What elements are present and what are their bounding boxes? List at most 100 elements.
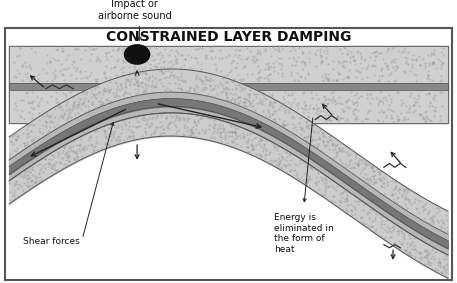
Point (340, 63, 347, 67)
Point (370, 177, 377, 181)
Point (271, 47, 279, 52)
Point (195, 130, 202, 134)
Point (124, 107, 131, 112)
Point (172, 108, 180, 113)
Point (257, 154, 265, 158)
Point (241, 134, 248, 139)
Point (105, 50, 112, 54)
Point (255, 101, 262, 106)
Point (48, 129, 55, 133)
Point (12, 138, 20, 142)
Point (426, 118, 433, 122)
Point (371, 169, 378, 173)
Point (70, 157, 77, 161)
Point (73, 97, 80, 102)
Point (61, 162, 68, 166)
Point (24, 132, 31, 136)
Point (347, 208, 355, 213)
Point (32, 180, 40, 185)
Point (91, 150, 98, 155)
Point (242, 98, 249, 102)
Point (63, 107, 70, 112)
Point (179, 68, 186, 73)
Point (43, 61, 51, 65)
Point (385, 47, 392, 52)
Point (405, 107, 412, 112)
Point (429, 62, 436, 67)
Point (100, 101, 107, 105)
Point (383, 218, 391, 222)
Point (145, 78, 152, 83)
Point (98, 146, 105, 151)
Point (70, 99, 78, 104)
Point (271, 98, 278, 103)
Point (336, 158, 343, 162)
Point (332, 188, 340, 192)
Point (271, 117, 278, 121)
Point (204, 78, 211, 83)
Point (51, 73, 58, 78)
Point (262, 112, 270, 117)
Point (132, 125, 139, 130)
Point (399, 118, 406, 122)
Point (67, 106, 74, 110)
Point (244, 138, 252, 143)
Point (226, 111, 234, 115)
Point (35, 179, 43, 183)
Point (35, 135, 42, 140)
Point (375, 171, 383, 176)
Point (255, 142, 263, 146)
Point (420, 216, 428, 220)
Point (345, 190, 352, 194)
Point (117, 98, 124, 102)
Point (207, 83, 214, 88)
Point (218, 117, 225, 121)
Point (101, 71, 108, 75)
Point (63, 57, 70, 61)
Point (356, 198, 364, 203)
Point (30, 99, 37, 103)
Point (416, 63, 423, 68)
Point (232, 66, 239, 70)
Point (320, 100, 327, 105)
Point (358, 66, 366, 70)
Point (212, 66, 219, 70)
Point (332, 153, 339, 158)
Point (133, 82, 141, 87)
Point (286, 105, 293, 109)
Point (345, 159, 353, 163)
Point (170, 74, 178, 79)
Point (419, 204, 426, 209)
Point (20, 175, 27, 179)
Point (356, 70, 364, 75)
Point (181, 115, 188, 120)
Point (6, 154, 14, 159)
Point (94, 140, 101, 145)
Point (360, 58, 367, 63)
Point (234, 113, 241, 117)
Point (261, 113, 269, 117)
Point (372, 227, 380, 231)
Point (317, 101, 324, 106)
Point (109, 102, 116, 106)
Point (376, 74, 383, 78)
Point (117, 131, 125, 136)
Point (245, 100, 253, 104)
Point (175, 118, 183, 122)
Point (258, 116, 266, 121)
Point (277, 103, 284, 108)
Point (219, 89, 227, 94)
Point (160, 73, 167, 78)
Point (305, 56, 313, 61)
Point (166, 99, 174, 103)
Point (37, 166, 45, 171)
Point (350, 166, 357, 170)
Point (375, 78, 383, 82)
Point (245, 150, 252, 154)
Point (362, 175, 370, 180)
Point (333, 78, 340, 83)
Point (101, 142, 109, 147)
Point (70, 65, 78, 69)
Point (75, 147, 83, 152)
Point (162, 87, 169, 92)
